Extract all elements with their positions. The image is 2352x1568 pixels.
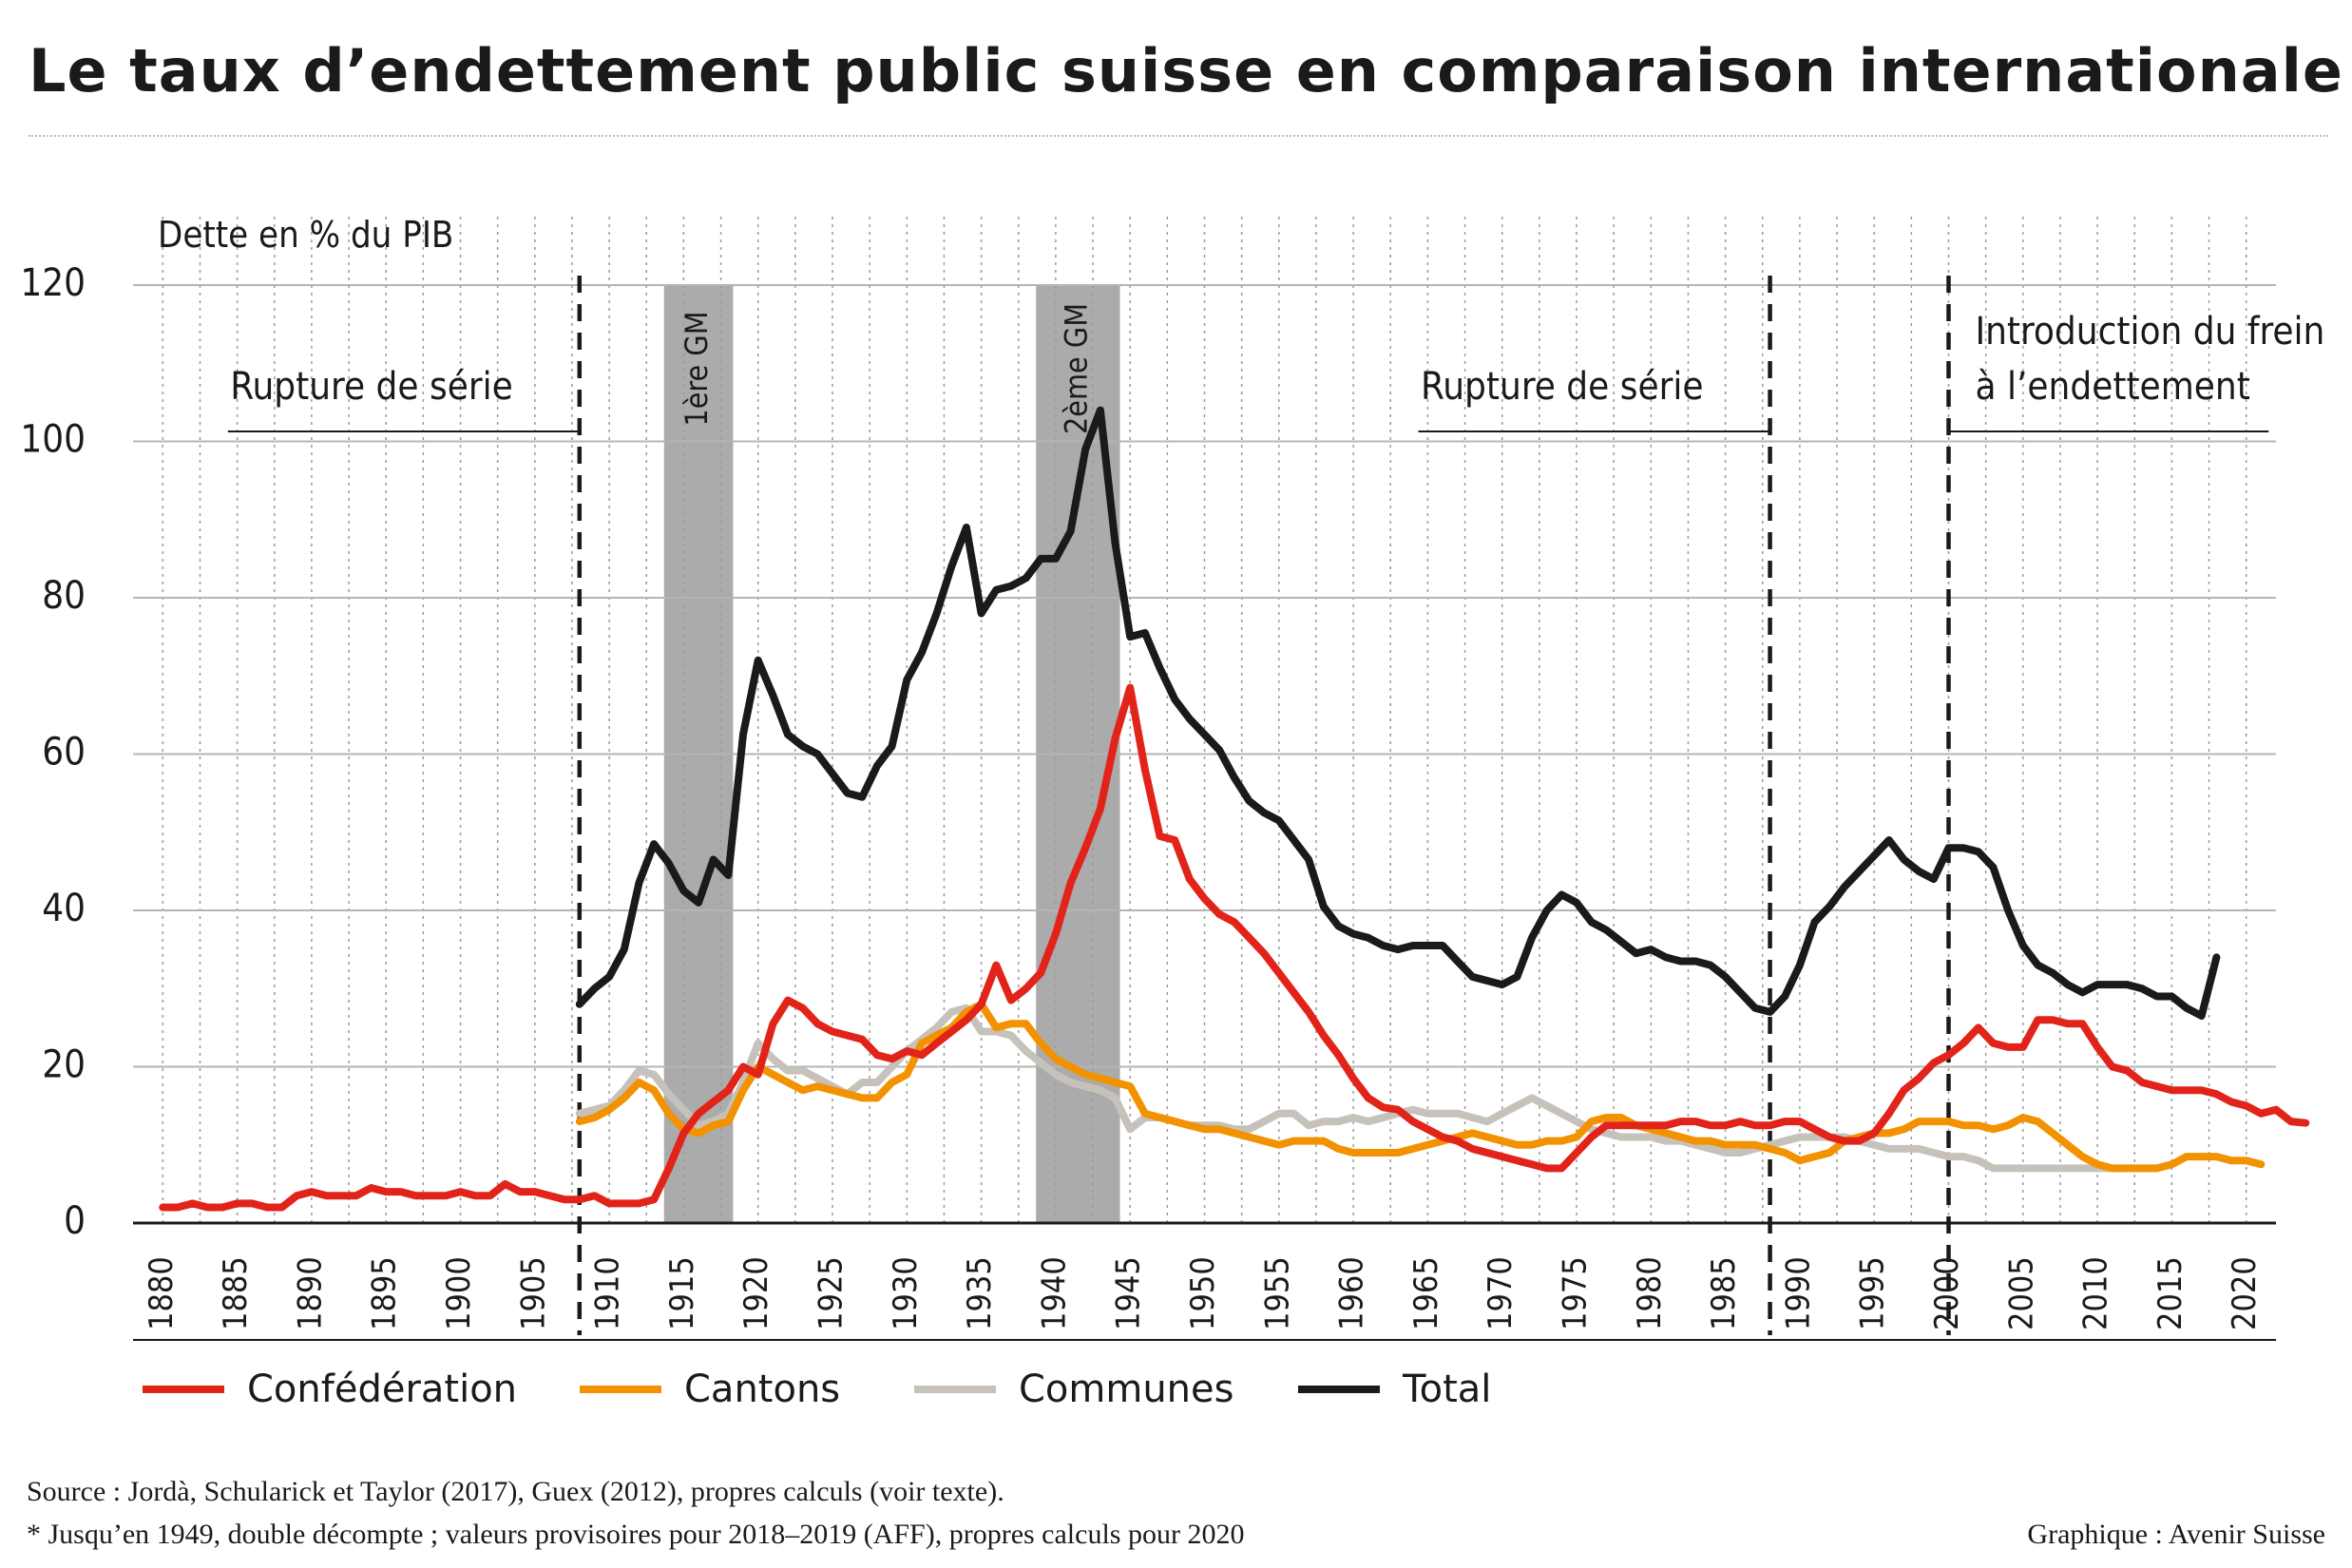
- y-tick-label: 80: [42, 574, 86, 618]
- x-tick-label: 1945: [1110, 1256, 1148, 1330]
- x-tick-label: 1900: [440, 1256, 478, 1330]
- x-tick-label: 1915: [663, 1256, 701, 1330]
- series-line-confdration: [159, 683, 2310, 1212]
- axes: 0 20 40 60 80 100 120 1880 1885 1890 1895 1900 1905 1…: [20, 261, 2276, 1341]
- legend-swatch: [580, 1386, 661, 1393]
- x-tick-label: 1890: [291, 1256, 329, 1330]
- x-tick-label: 1985: [1705, 1256, 1743, 1330]
- grid: [133, 217, 2276, 1225]
- chart-area: 1ère GM 2ème GM Rupture de série Rupture d…: [20, 214, 2324, 1341]
- data-series: [159, 406, 2310, 1212]
- x-tick-label: 1920: [737, 1256, 775, 1330]
- x-tick-label: 1935: [961, 1256, 999, 1330]
- x-tick-label: 1965: [1407, 1256, 1445, 1330]
- x-tick-label: 1940: [1035, 1256, 1073, 1330]
- break-marker-label: Rupture de série: [1421, 365, 1704, 409]
- legend-label: Total: [1403, 1367, 1492, 1411]
- x-tick-label: 1885: [217, 1256, 255, 1330]
- y-tick-label: 40: [42, 887, 86, 930]
- x-tick-label: 1925: [813, 1256, 851, 1330]
- x-tick-label: 2000: [1928, 1256, 1966, 1330]
- credit: Graphique : Avenir Suisse: [2027, 1519, 2325, 1550]
- legend-item-confederation: Confédération: [143, 1361, 517, 1418]
- y-tick-label: 0: [64, 1199, 86, 1243]
- x-tick-label: 1975: [1556, 1256, 1594, 1330]
- break-marker-label: Rupture de série: [230, 365, 513, 409]
- x-tick-label: 1955: [1258, 1256, 1296, 1330]
- footnote: * Jusqu’en 1949, double décompte ; valeu…: [27, 1519, 1245, 1550]
- y-tick-label: 60: [42, 731, 86, 774]
- legend-swatch: [1298, 1386, 1380, 1393]
- x-tick-label: 2005: [2002, 1256, 2040, 1330]
- war-period-label: 1ère GM: [679, 311, 715, 426]
- legend-swatch: [914, 1386, 996, 1393]
- x-tick-label: 2020: [2226, 1256, 2264, 1330]
- y-tick-label: 120: [20, 261, 86, 305]
- series-line-cantons: [575, 1000, 2266, 1173]
- series-break-markers: Rupture de série Rupture de série Introduc…: [227, 276, 2324, 1335]
- x-tick-label: 1960: [1333, 1256, 1371, 1330]
- title-divider: [29, 135, 2328, 137]
- x-tick-label: 1990: [1779, 1256, 1817, 1330]
- legend-label: Communes: [1019, 1367, 1234, 1411]
- legend-label: Cantons: [684, 1367, 841, 1411]
- legend-item-cantons: Cantons: [580, 1361, 840, 1418]
- y-tick-label: 100: [20, 418, 86, 462]
- x-tick-label: 1980: [1631, 1256, 1669, 1330]
- y-tick-label: 20: [42, 1043, 86, 1087]
- source-note: Source : Jordà, Schularick et Taylor (20…: [27, 1476, 1004, 1507]
- x-tick-label: 1995: [1854, 1256, 1892, 1330]
- y-axis-label: Dette en % du PIB: [158, 214, 453, 256]
- x-tick-label: 1970: [1482, 1256, 1520, 1330]
- x-tick-label: 1880: [143, 1256, 181, 1330]
- legend-swatch: [143, 1386, 224, 1393]
- chart-title: Le taux d’endettement public suisse en c…: [29, 36, 2343, 105]
- x-tick-label: 1905: [514, 1256, 552, 1330]
- x-tick-label: 1950: [1184, 1256, 1222, 1330]
- x-tick-label: 2015: [2151, 1256, 2189, 1330]
- legend-label: Confédération: [247, 1367, 518, 1411]
- series-line-total: [575, 406, 2221, 1020]
- war-period-label: 2ème GM: [1058, 303, 1094, 434]
- break-marker-label: Introduction du frein: [1975, 310, 2324, 354]
- x-tick-label: 1895: [366, 1256, 404, 1330]
- break-marker-label: à l’endettement: [1975, 365, 2249, 409]
- x-tick-label: 1910: [589, 1256, 627, 1330]
- x-tick-label: 1930: [887, 1256, 925, 1330]
- legend-item-communes: Communes: [914, 1361, 1233, 1418]
- x-tick-label: 2010: [2077, 1256, 2115, 1330]
- legend-item-total: Total: [1298, 1361, 1491, 1418]
